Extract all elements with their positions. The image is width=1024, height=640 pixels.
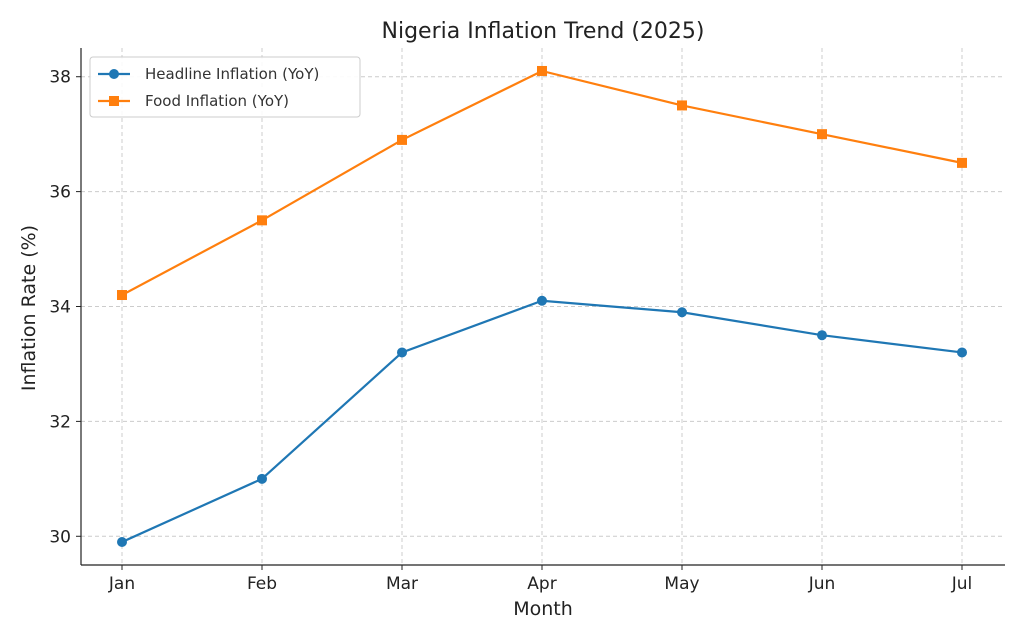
chart-title: Nigeria Inflation Trend (2025): [382, 19, 705, 44]
x-tick-label: Apr: [527, 574, 556, 594]
x-tick-label: Jan: [108, 574, 135, 594]
x-tick-label: Mar: [386, 574, 418, 594]
y-tick-label: 36: [49, 183, 71, 203]
y-tick-label: 30: [49, 527, 71, 547]
series-headline: [117, 295, 967, 548]
y-tick-label: 32: [49, 412, 71, 432]
x-tick-label: Feb: [247, 574, 277, 594]
x-axis-title: Month: [513, 598, 573, 620]
legend-box: [89, 56, 361, 118]
data-point: [957, 157, 967, 168]
series-layer: [117, 65, 967, 548]
legend: Headline Inflation (YoY) Food Inflation (…: [89, 56, 361, 118]
y-axis-title: Inflation Rate (%): [18, 225, 40, 391]
series-food: [117, 65, 967, 301]
data-point: [957, 347, 967, 358]
x-tick-label: May: [664, 574, 699, 594]
data-point: [537, 295, 547, 306]
x-tick-label: Jun: [808, 574, 836, 594]
data-point: [677, 307, 687, 318]
legend-item: Food Inflation (YoY): [98, 92, 289, 110]
legend-item: Headline Inflation (YoY): [98, 65, 319, 83]
data-point: [677, 100, 687, 111]
data-point: [397, 347, 407, 358]
y-tick-label: 38: [49, 68, 71, 88]
data-point: [117, 290, 127, 301]
legend-label: Headline Inflation (YoY): [145, 65, 319, 83]
data-point: [817, 129, 827, 140]
legend-label: Food Inflation (YoY): [145, 92, 289, 110]
legend-marker: [109, 69, 119, 79]
ticks: Jan Feb Mar Apr May Jun Jul 30 32 34 36 38: [49, 68, 972, 594]
data-point: [257, 215, 267, 226]
data-point: [817, 330, 827, 341]
data-point: [537, 65, 547, 76]
data-point: [397, 134, 407, 145]
x-tick-label: Jul: [951, 574, 973, 594]
data-point: [117, 537, 127, 548]
data-point: [257, 473, 267, 484]
y-tick-label: 34: [49, 298, 71, 318]
legend-marker: [109, 96, 119, 106]
grid: [81, 48, 1005, 565]
